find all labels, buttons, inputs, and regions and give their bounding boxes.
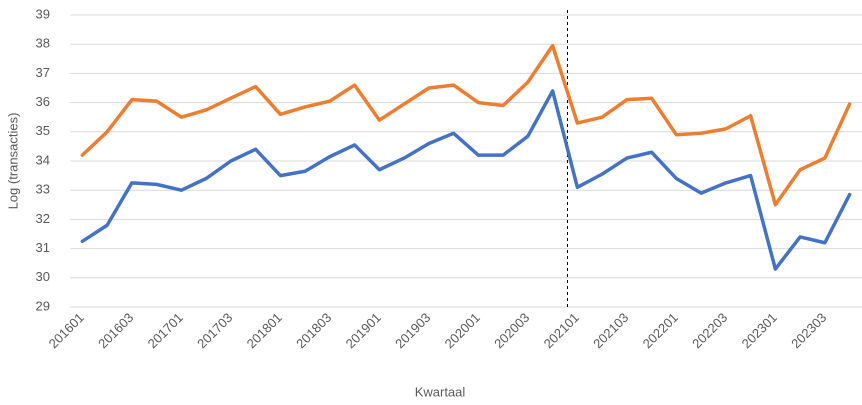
- y-tick-label: 36: [36, 94, 50, 109]
- x-tick-label: 202001: [442, 310, 483, 351]
- y-tick-label: 38: [36, 36, 50, 51]
- x-tick-label: 202203: [689, 310, 730, 351]
- y-tick-label: 34: [36, 152, 50, 167]
- x-tick-label: 202103: [590, 310, 631, 351]
- x-tick-label: 201703: [194, 310, 235, 351]
- y-tick-label: 35: [36, 123, 50, 138]
- y-tick-label: 39: [36, 6, 50, 21]
- x-tick-label: 201603: [95, 310, 136, 351]
- x-tick-label: 201601: [46, 310, 87, 351]
- series-line: [80, 89, 852, 271]
- series-line: [80, 43, 852, 207]
- x-axis-label: Kwartaal: [415, 384, 466, 399]
- y-tick-label: 30: [36, 269, 50, 284]
- x-tick-label: 201801: [244, 310, 285, 351]
- x-tick-label: 202301: [739, 310, 780, 351]
- y-axis-label: Log (transacties): [5, 113, 20, 210]
- x-tick-label: 202003: [491, 310, 532, 351]
- x-tick-label: 202101: [541, 310, 582, 351]
- x-tick-label: 201701: [145, 310, 186, 351]
- y-tick-label: 32: [36, 211, 50, 226]
- x-tick-label: 201903: [392, 310, 433, 351]
- y-tick-label: 37: [36, 65, 50, 80]
- y-tick-label: 29: [36, 298, 50, 313]
- x-tick-label: 202303: [788, 310, 829, 351]
- x-tick-label: 201803: [293, 310, 334, 351]
- x-tick-label: 201901: [343, 310, 384, 351]
- y-tick-label: 33: [36, 182, 50, 197]
- x-tick-label: 202201: [640, 310, 681, 351]
- y-tick-label: 31: [36, 240, 50, 255]
